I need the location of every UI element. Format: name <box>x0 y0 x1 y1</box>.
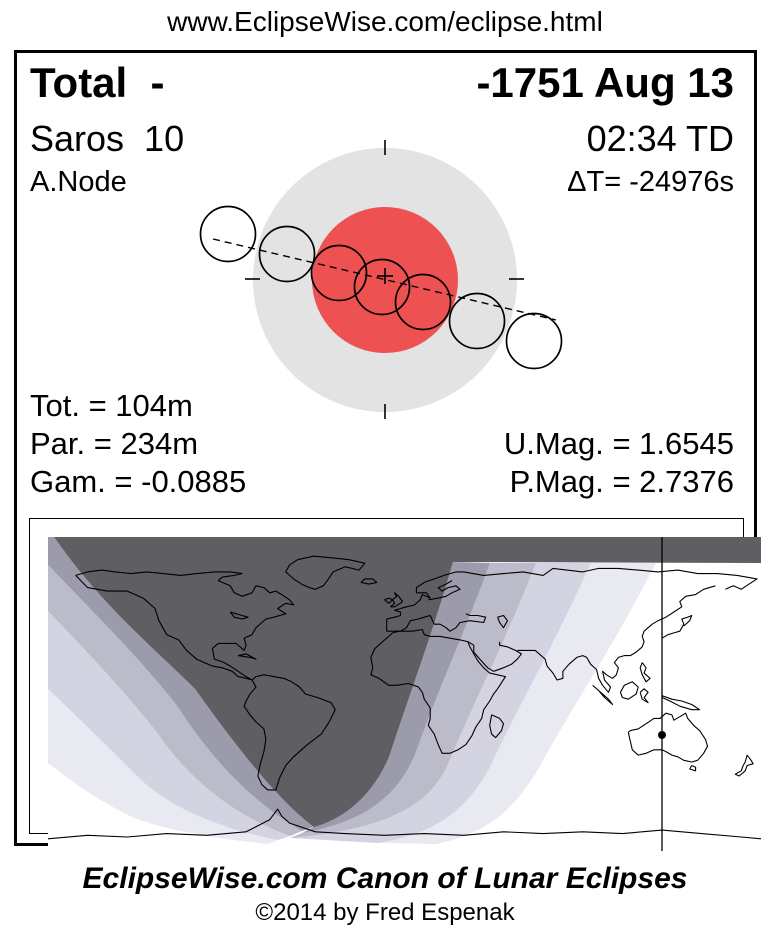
visibility-world-map <box>47 537 761 851</box>
coastline <box>463 567 758 590</box>
gamma-label: Gam. = -0.0885 <box>30 464 247 499</box>
umbral-magnitude-label: U.Mag. = 1.6545 <box>503 426 734 461</box>
visibility-band <box>289 563 591 843</box>
coastline <box>389 592 403 608</box>
totality-duration-label: Tot. = 104m <box>30 388 193 423</box>
moon-position-circle <box>353 258 411 316</box>
coastline <box>243 674 336 791</box>
moon-path-dashed-line <box>212 238 557 321</box>
coastline <box>592 684 613 706</box>
moon-position-circle <box>310 244 368 302</box>
coastline <box>639 688 649 704</box>
coastline <box>496 614 508 629</box>
delta-t-label: ΔT= -24976s <box>567 166 734 198</box>
coastline <box>75 569 294 681</box>
eclipse-date-label: -1751 Aug 13 <box>476 59 734 106</box>
penumbral-magnitude-label: P.Mag. = 2.7376 <box>509 464 734 499</box>
coastline <box>619 681 639 700</box>
greatest-eclipse-time-label: 02:34 TD <box>586 118 734 159</box>
coastline <box>427 580 461 601</box>
coastline <box>360 578 378 585</box>
sublunar-point-dot <box>657 731 666 739</box>
saros-number-label: Saros 10 <box>30 118 185 159</box>
canon-title: EclipseWise.com Canon of Lunar Eclipses <box>82 862 688 895</box>
coastline <box>47 808 761 840</box>
visibility-band <box>47 537 314 831</box>
coastline <box>284 555 366 590</box>
visibility-band <box>289 563 536 838</box>
visibility-map-frame <box>29 518 761 851</box>
visibility-band <box>377 563 656 844</box>
coastline <box>627 712 708 763</box>
moon-position-circle <box>258 225 316 283</box>
moon-position-circle <box>505 312 563 370</box>
coastline <box>370 628 506 754</box>
page-url-caption: www.EclipseWise.com/eclipse.html <box>167 6 603 37</box>
partial-duration-label: Par. = 234m <box>30 426 199 461</box>
coastline <box>386 613 487 632</box>
coastline <box>385 571 464 632</box>
visibility-band <box>47 565 302 836</box>
coastline <box>661 695 700 711</box>
coastline <box>229 611 249 620</box>
coastline <box>467 641 522 672</box>
coastline <box>237 653 257 660</box>
coastline <box>734 754 754 777</box>
coastline <box>688 765 696 772</box>
shadow-diagram <box>199 140 563 419</box>
node-type-label: A.Node <box>30 166 127 198</box>
copyright-label: ©2014 by Fred Espenak <box>255 899 515 926</box>
visibility-band <box>47 611 290 840</box>
moon-position-circle <box>394 273 452 331</box>
coastline <box>661 614 693 639</box>
coastline <box>639 662 651 683</box>
visibility-band <box>47 689 278 844</box>
coastline <box>383 597 393 604</box>
total-visibility-zone <box>53 537 761 827</box>
eclipse-type-label: Total - <box>30 59 165 106</box>
moon-position-circle <box>199 205 257 263</box>
visibility-band <box>301 562 490 833</box>
moon-position-circle <box>448 292 506 350</box>
coastline <box>488 714 504 739</box>
